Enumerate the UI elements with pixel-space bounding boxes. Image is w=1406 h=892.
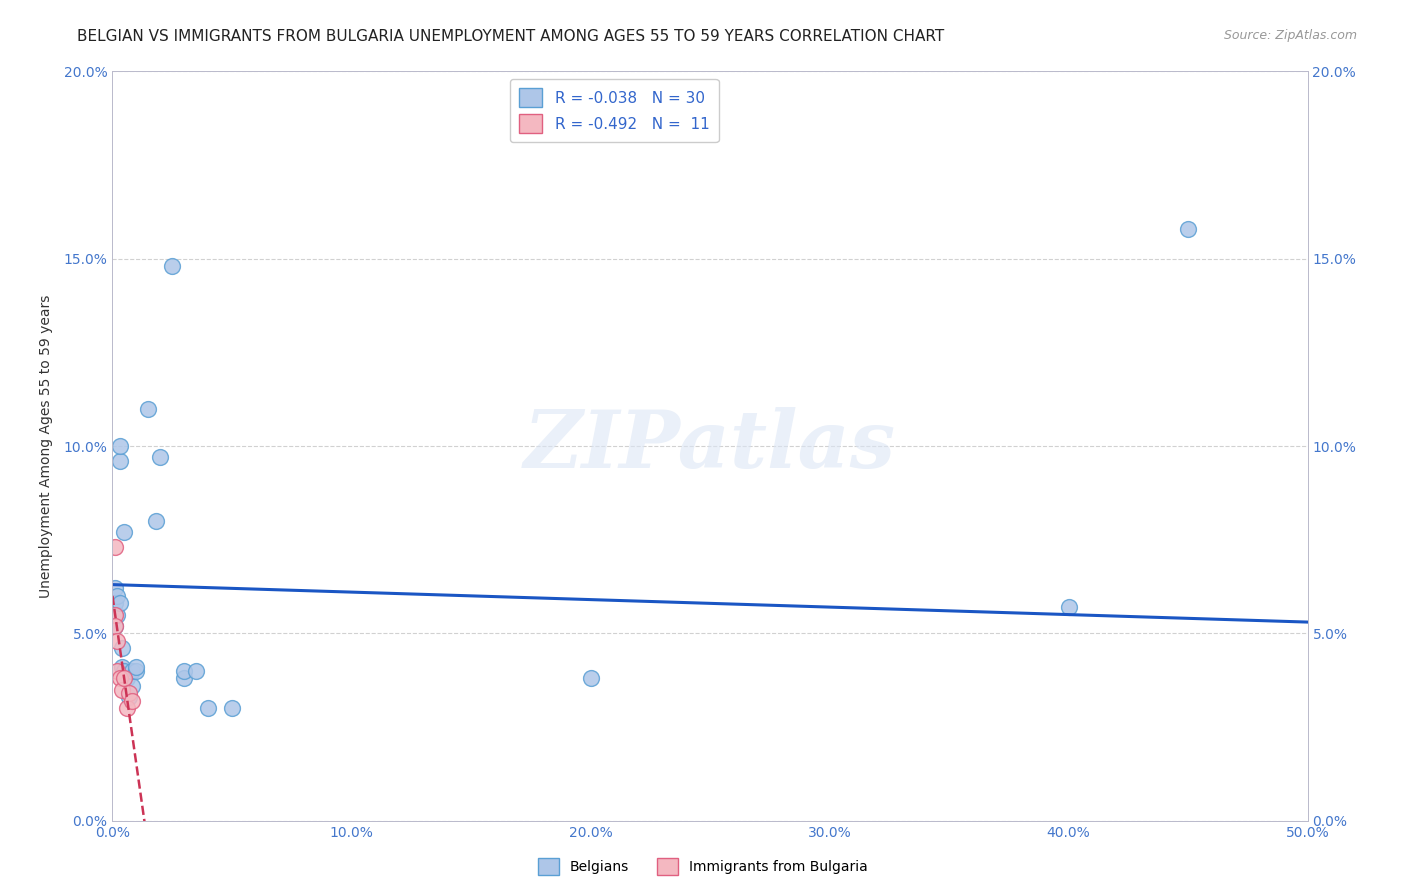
Point: [105, 664, 128, 678]
Point: [108, 439, 131, 453]
Point: [114, 671, 135, 685]
Point: [125, 660, 148, 674]
Point: [114, 525, 135, 540]
Point: [579, 671, 602, 685]
Legend: Belgians, Immigrants from Bulgaria: Belgians, Immigrants from Bulgaria: [533, 853, 873, 880]
Point: [105, 633, 128, 648]
Point: [108, 671, 131, 685]
Point: [105, 589, 128, 603]
Point: [108, 454, 131, 468]
Point: [111, 660, 134, 674]
Point: [162, 259, 183, 273]
Point: [125, 664, 148, 678]
Point: [149, 450, 172, 465]
Point: [121, 679, 143, 693]
Point: [121, 664, 143, 678]
Point: [118, 686, 141, 700]
Point: [114, 664, 135, 678]
Point: [104, 582, 127, 596]
Point: [145, 514, 167, 528]
Point: [173, 664, 195, 678]
Point: [111, 641, 134, 656]
Point: [118, 690, 141, 704]
Point: [111, 682, 134, 697]
Point: [138, 401, 160, 416]
Point: [108, 596, 131, 610]
Point: [115, 671, 138, 685]
Point: [1057, 600, 1080, 615]
Point: [104, 619, 127, 633]
Point: [121, 694, 143, 708]
Point: [105, 607, 128, 622]
Point: [186, 664, 208, 678]
Point: [115, 701, 138, 715]
Text: Source: ZipAtlas.com: Source: ZipAtlas.com: [1223, 29, 1357, 43]
Point: [197, 701, 219, 715]
Text: BELGIAN VS IMMIGRANTS FROM BULGARIA UNEMPLOYMENT AMONG AGES 55 TO 59 YEARS CORRE: BELGIAN VS IMMIGRANTS FROM BULGARIA UNEM…: [77, 29, 945, 45]
Point: [104, 540, 127, 554]
Point: [104, 607, 127, 622]
Point: [1177, 221, 1199, 235]
Legend: R = -0.038   N = 30, R = -0.492   N =  11: R = -0.038 N = 30, R = -0.492 N = 11: [510, 79, 718, 142]
Point: [104, 619, 127, 633]
Y-axis label: Unemployment Among Ages 55 to 59 years: Unemployment Among Ages 55 to 59 years: [38, 294, 52, 598]
Point: [104, 596, 127, 610]
Point: [173, 671, 195, 685]
Point: [221, 701, 243, 715]
Text: ZIPatlas: ZIPatlas: [524, 408, 896, 484]
